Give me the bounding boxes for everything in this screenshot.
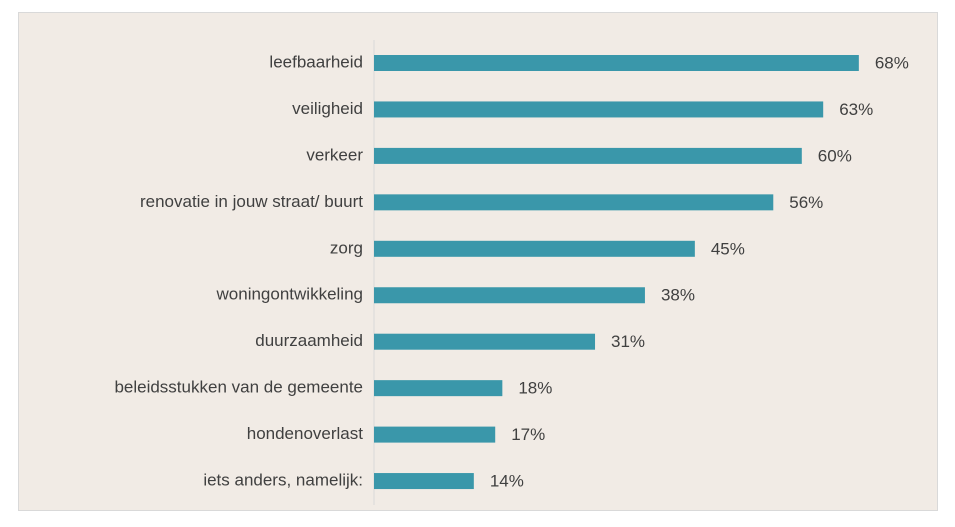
value-label: 14%	[490, 472, 524, 491]
value-label: 45%	[711, 239, 745, 258]
value-label: 18%	[518, 379, 552, 398]
bar	[374, 101, 824, 118]
value-label: 68%	[875, 53, 909, 72]
category-label: leefbaarheid	[269, 52, 363, 71]
bar	[374, 380, 503, 397]
bar	[374, 240, 695, 257]
category-label: beleidsstukken van de gemeente	[114, 378, 363, 397]
value-label: 38%	[661, 286, 695, 305]
bar	[374, 147, 802, 164]
bar	[374, 194, 774, 211]
value-label: 60%	[818, 146, 852, 165]
category-label: renovatie in jouw straat/ buurt	[140, 192, 363, 211]
category-label: duurzaamheid	[255, 331, 363, 350]
category-label: iets anders, namelijk:	[203, 471, 363, 490]
value-label: 31%	[611, 332, 645, 351]
bar	[374, 473, 474, 490]
category-label: zorg	[330, 238, 363, 257]
category-label: woningontwikkeling	[216, 285, 363, 304]
value-label: 17%	[511, 425, 545, 444]
category-label: verkeer	[306, 145, 363, 164]
value-label: 63%	[839, 100, 873, 119]
bar	[374, 426, 496, 443]
bar	[374, 287, 645, 304]
bar	[374, 333, 596, 350]
bar	[374, 55, 859, 71]
value-label: 56%	[789, 193, 823, 212]
category-label: hondenoverlast	[247, 424, 364, 443]
category-label: veiligheid	[292, 99, 363, 118]
